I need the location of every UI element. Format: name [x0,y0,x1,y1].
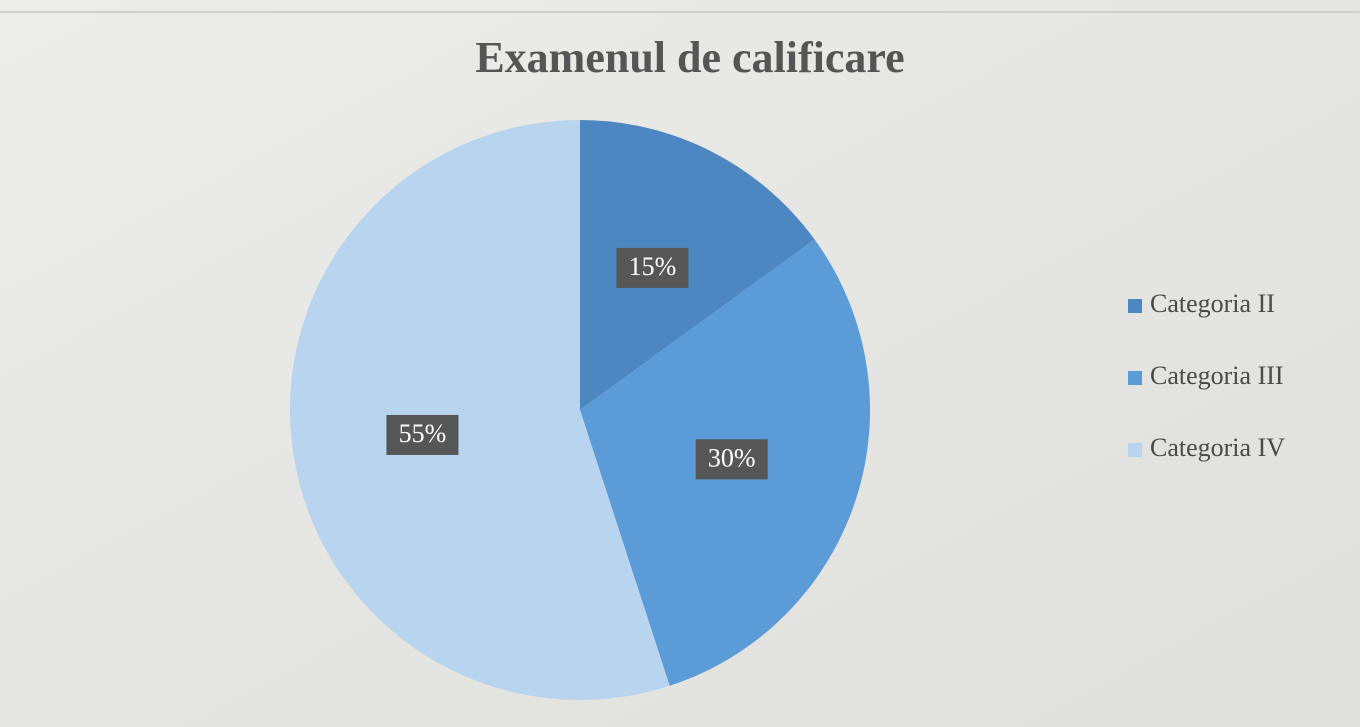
chart-title: Examenul de calificare [475,33,904,82]
legend-swatch [1128,299,1142,313]
value-label: 30% [708,443,756,472]
legend-label: Categoria IV [1150,433,1285,462]
value-label: 55% [399,419,447,448]
legend-swatch [1128,371,1142,385]
legend-label: Categoria III [1150,361,1284,390]
value-label: 15% [629,252,677,281]
legend-label: Categoria II [1150,289,1275,318]
pie-slice [289,120,670,701]
value-label-box [386,414,459,455]
value-label-box [695,439,768,480]
pie-slice [580,120,815,410]
value-label-box [616,247,689,288]
legend-swatch [1128,443,1142,457]
